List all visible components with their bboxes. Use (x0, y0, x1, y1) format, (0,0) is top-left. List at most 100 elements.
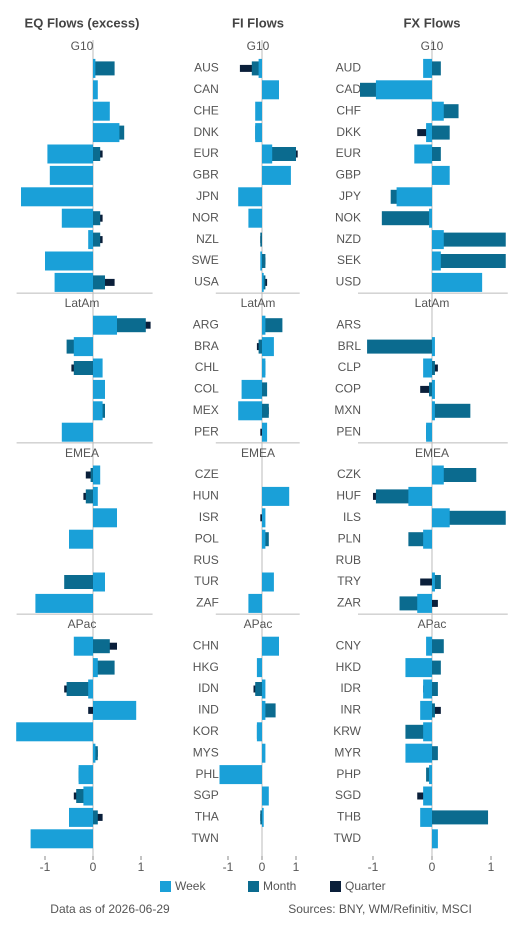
bar (93, 486, 98, 506)
bar (431, 401, 435, 421)
bar (88, 679, 93, 699)
category-label: GBR (193, 168, 219, 182)
bar (93, 101, 110, 121)
group-label: EMEA (241, 446, 275, 460)
bar (69, 807, 93, 827)
category-label: THA (195, 810, 219, 824)
category-label: ZAR (337, 596, 361, 610)
x-tick-label: 1 (138, 860, 145, 874)
bar (248, 593, 262, 613)
bar (423, 529, 432, 549)
bar (73, 361, 93, 375)
bar (238, 187, 262, 207)
category-label: AUS (194, 61, 219, 75)
bar (262, 743, 266, 763)
bar (431, 572, 435, 592)
bar (426, 636, 432, 656)
category-label: HKG (193, 660, 219, 674)
bar (262, 529, 266, 549)
panel-title: EQ Flows (excess) (25, 15, 140, 30)
category-label: TUR (194, 574, 219, 588)
bar (262, 508, 266, 528)
bar (93, 61, 115, 76)
category-label: ZAF (196, 596, 219, 610)
category-label: GBP (336, 168, 361, 182)
bar (93, 147, 101, 161)
bar (262, 144, 273, 164)
bar (262, 807, 264, 827)
category-label: IND (198, 703, 219, 717)
bar (431, 337, 435, 357)
group-label: G10 (421, 39, 444, 53)
category-label: MYS (193, 745, 219, 759)
bar (93, 379, 105, 399)
category-label: MXN (334, 403, 361, 417)
category-label: JPN (196, 189, 219, 203)
bar (262, 403, 269, 418)
bar (260, 428, 262, 436)
category-label: DKK (336, 125, 361, 139)
category-label: TWD (334, 831, 362, 845)
bar (251, 61, 262, 76)
bar (431, 379, 435, 399)
bar (255, 682, 262, 696)
bar (417, 129, 432, 137)
bar (431, 746, 438, 761)
bar (93, 275, 105, 290)
bar (431, 147, 441, 161)
bar (426, 422, 432, 442)
bar (431, 682, 438, 696)
group-label: EMEA (65, 446, 99, 460)
bar (431, 251, 441, 271)
category-label: KRW (333, 724, 361, 738)
bar (93, 123, 120, 143)
bar (431, 810, 489, 825)
bar (408, 486, 432, 506)
footnote-date: Data as of 2026-06-29 (50, 902, 170, 916)
bar (93, 211, 101, 226)
bar (258, 58, 262, 78)
legend-label: Quarter (345, 879, 386, 893)
bar (35, 593, 93, 613)
bar (367, 339, 432, 354)
category-label: CZE (195, 467, 219, 481)
category-label: PER (194, 424, 219, 438)
bar (431, 599, 438, 607)
category-label: USD (336, 275, 362, 289)
bar (260, 810, 262, 825)
bar (262, 786, 269, 806)
category-label: CLP (338, 360, 361, 374)
bar (93, 401, 103, 421)
bar (262, 572, 274, 592)
group-label: G10 (247, 39, 270, 53)
category-label: MEX (193, 403, 219, 417)
category-label: NZD (336, 232, 361, 246)
bar (255, 123, 262, 143)
bar (93, 658, 98, 678)
bar (262, 679, 266, 699)
bar (420, 385, 432, 393)
panel-title: FI Flows (232, 15, 284, 30)
bar (85, 471, 93, 479)
bar (61, 422, 93, 442)
bar (256, 658, 262, 678)
bar (405, 658, 432, 678)
x-tick-label: -1 (40, 860, 51, 874)
bar (238, 401, 262, 421)
category-label: COL (194, 382, 219, 396)
bar (420, 807, 432, 827)
bar (423, 58, 432, 78)
bar (260, 251, 262, 271)
bar (66, 682, 93, 696)
bar (262, 358, 266, 378)
bar (431, 660, 441, 675)
category-label: TRY (337, 574, 361, 588)
bar (93, 465, 101, 485)
group-label: APac (418, 617, 447, 631)
bar (262, 636, 279, 656)
bar (88, 230, 93, 250)
bar (93, 700, 137, 720)
bar (258, 339, 262, 354)
bar (16, 722, 94, 742)
group-label: G10 (71, 39, 94, 53)
